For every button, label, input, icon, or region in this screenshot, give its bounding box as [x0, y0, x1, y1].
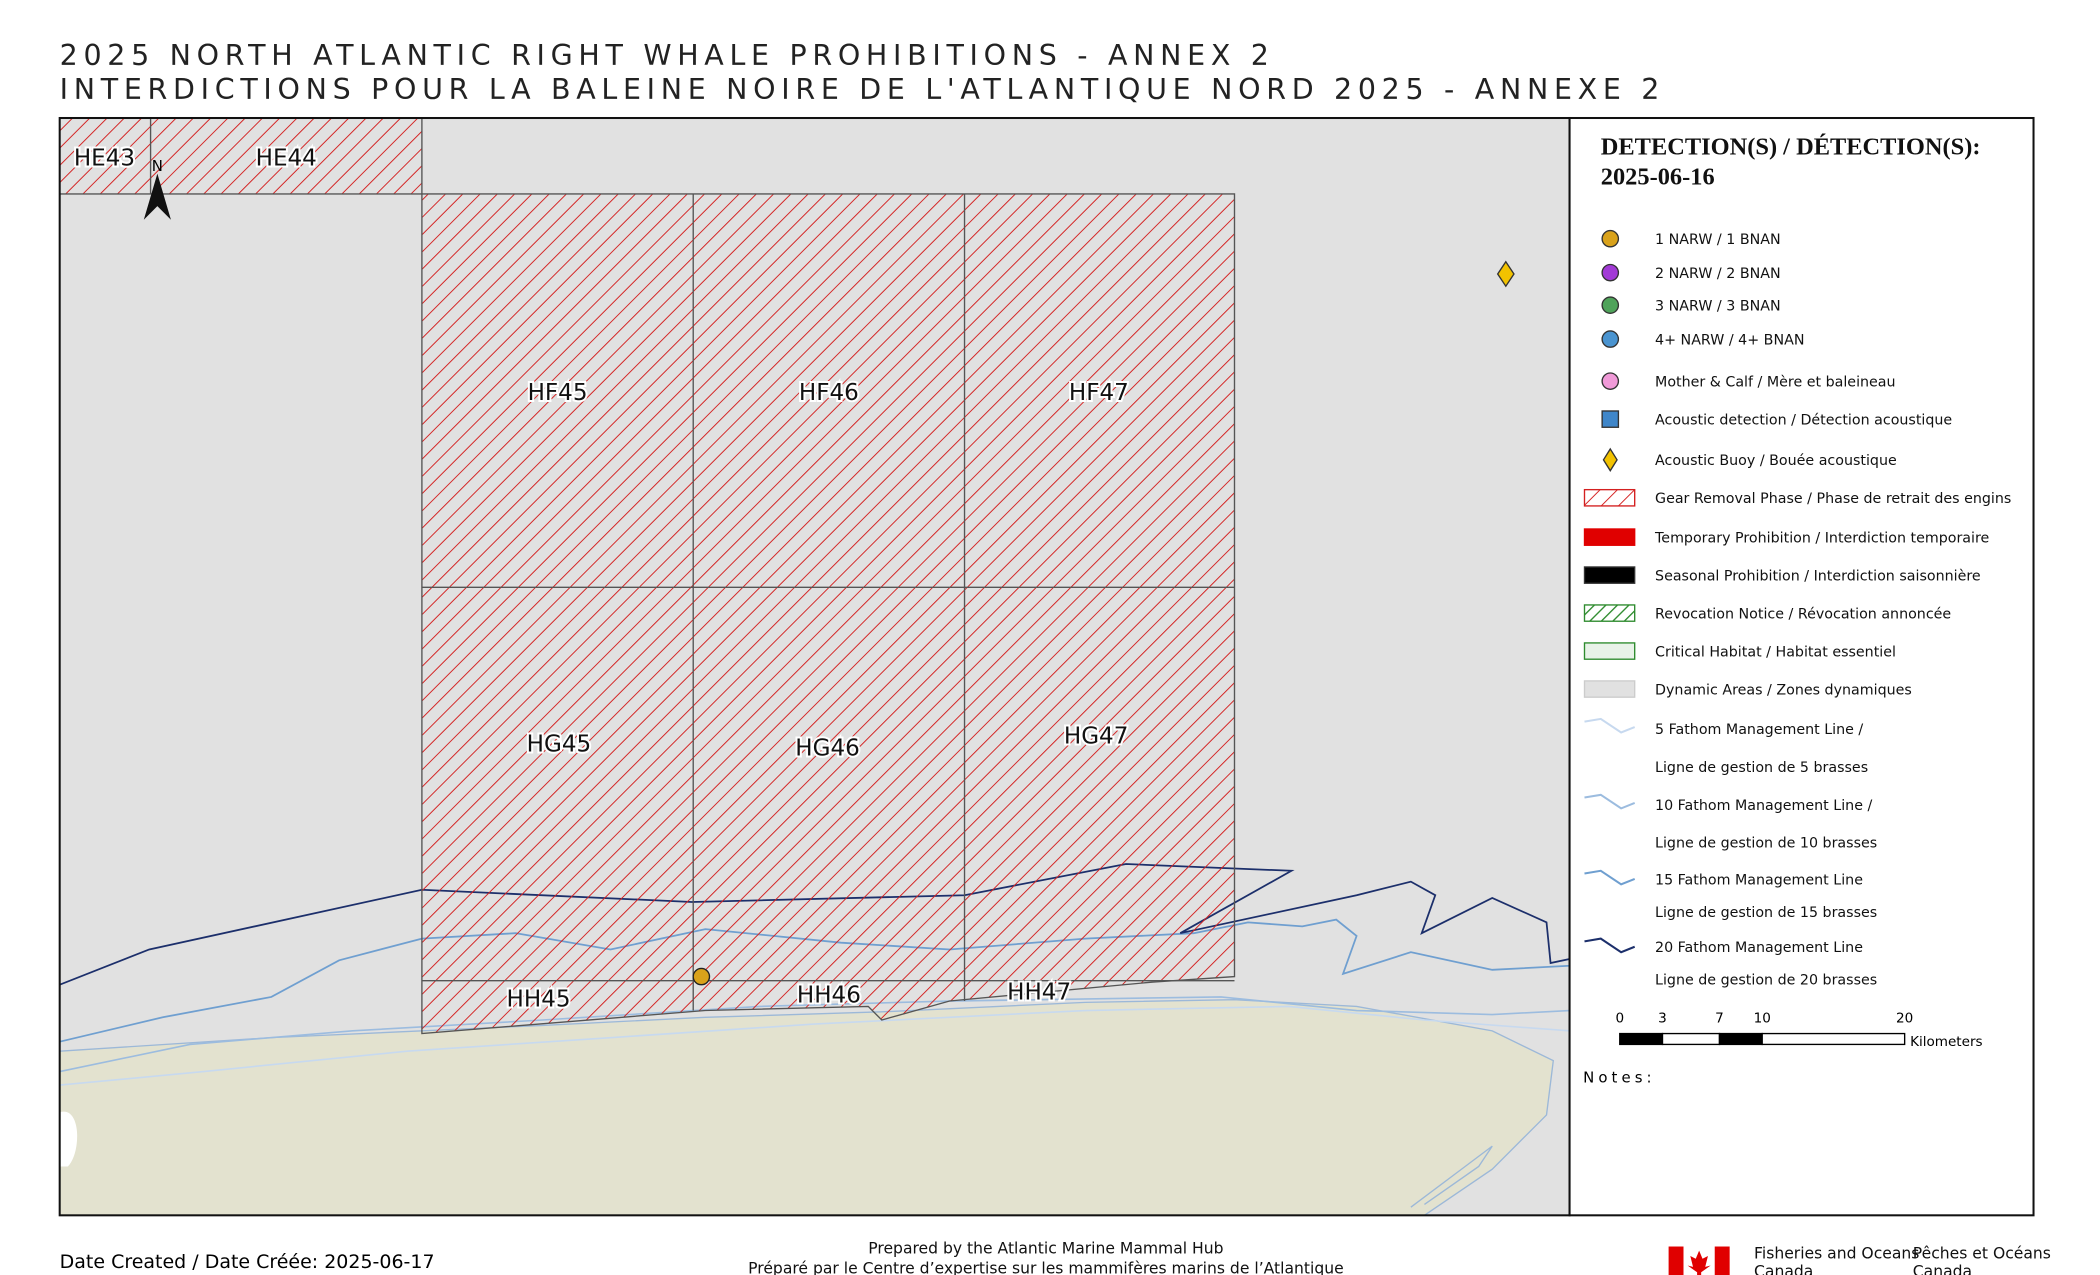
zone-he: [59, 118, 423, 195]
legend-label: Acoustic Buoy / Bouée acoustique: [1655, 453, 1897, 469]
acoustic-buoy[interactable]: [1496, 260, 1515, 288]
scale-segment: [1761, 1032, 1906, 1046]
legend-label: Ligne de gestion de 20 brasses: [1655, 973, 1877, 989]
legend-date: 2025-06-16: [1601, 163, 1715, 190]
grid-label: HH47: [1007, 980, 1071, 1006]
title-en: 2025 NORTH ATLANTIC RIGHT WHALE PROHIBIT…: [60, 39, 1275, 72]
grid-labels: HE43 HE44 HF45 HF46 HF47 HG45 HG46 HG47 HH45 HH46…: [72, 143, 1131, 1014]
grid-label: HF45: [528, 380, 588, 406]
legend-title: DETECTION(S) / DÉTECTION(S):: [1601, 133, 1981, 161]
legend-label: Ligne de gestion de 15 brasses: [1655, 905, 1877, 921]
prepared-en: Prepared by the Atlantic Marine Mammal H…: [868, 1239, 1223, 1257]
legend-label: Mother & Calf / Mère et baleineau: [1655, 375, 1896, 391]
grid-label: HF46: [799, 380, 859, 406]
zone-hf-hh: [421, 193, 1236, 1035]
scale-label: 20: [1896, 1011, 1913, 1027]
grid-label: HF47: [1069, 380, 1129, 406]
title-fr: INTERDICTIONS POUR LA BALEINE NOIRE DE L…: [60, 73, 1665, 106]
legend-label: 4+ NARW / 4+ BNAN: [1655, 333, 1804, 349]
legend-label: Critical Habitat / Habitat essentiel: [1655, 644, 1896, 660]
legend-label: 20 Fathom Management Line: [1655, 940, 1863, 956]
grid-label: HH46: [797, 982, 861, 1008]
legend-panel: [1568, 116, 2035, 1217]
scale-unit: Kilometers: [1910, 1034, 1983, 1050]
scale-segment: [1661, 1032, 1721, 1046]
legend-label: Ligne de gestion de 5 brasses: [1655, 760, 1868, 776]
dfo-en-1: Fisheries and Oceans: [1754, 1245, 1919, 1263]
river: [1410, 1145, 1493, 1208]
detection[interactable]: [692, 967, 711, 986]
scale-label: 0: [1615, 1011, 1624, 1027]
scale-label: 3: [1658, 1011, 1667, 1027]
scale-segment: [1718, 1032, 1763, 1046]
legend-label: 15 Fathom Management Line: [1655, 872, 1863, 888]
date-created: Date Created / Date Créée: 2025-06-17: [60, 1251, 435, 1273]
legend-label: 10 Fathom Management Line /: [1655, 798, 1872, 814]
dfo-fr-2: Canada: [1913, 1262, 1972, 1275]
north-label: N: [152, 157, 163, 175]
north-arrow: [143, 173, 171, 220]
grid-label: HG47: [1064, 723, 1129, 749]
grid-label: HG45: [527, 731, 592, 757]
scale-label: 7: [1715, 1011, 1724, 1027]
grid-label: HE43: [74, 145, 135, 171]
legend-label: Ligne de gestion de 10 brasses: [1655, 836, 1877, 852]
notes: Notes:: [1583, 1068, 1656, 1086]
legend-label: Dynamic Areas / Zones dynamiques: [1655, 682, 1912, 698]
lake: [59, 1111, 78, 1167]
legend-symbols: [1583, 229, 1636, 954]
legend-label: 1 NARW / 1 BNAN: [1655, 232, 1781, 248]
legend-label: Acoustic detection / Détection acoustiqu…: [1655, 413, 1952, 429]
scale-segment: [1619, 1032, 1664, 1046]
prepared-fr: Préparé par le Centre d’expertise sur le…: [748, 1260, 1344, 1275]
legend-label: Seasonal Prohibition / Interdiction sais…: [1655, 569, 1981, 585]
grid-label: HG46: [795, 736, 860, 762]
scale-bar: 0 3 7 10 20: [1615, 1011, 1913, 1046]
legend-label: Gear Removal Phase / Phase de retrait de…: [1655, 491, 2011, 507]
grid-label: HE44: [256, 145, 317, 171]
grid: [421, 193, 1235, 1011]
land: [59, 998, 1555, 1216]
dfo-en-2: Canada: [1754, 1262, 1813, 1275]
legend-label: 3 NARW / 3 BNAN: [1655, 299, 1781, 315]
legend-items: 1 NARW / 1 BNAN 2 NARW / 2 BNAN 3 NARW / 3…: [1654, 232, 2011, 989]
legend-label: 2 NARW / 2 BNAN: [1655, 266, 1781, 282]
legend-label: 5 Fathom Management Line /: [1655, 722, 1863, 738]
grid-label: HH45: [507, 986, 571, 1012]
map: [59, 118, 1570, 1216]
dfo-fr-1: Pêches et Océans: [1913, 1245, 2051, 1263]
canada-flag: [1668, 1246, 1730, 1275]
legend-label: Revocation Notice / Révocation annoncée: [1655, 607, 1951, 623]
scale-label: 10: [1754, 1011, 1771, 1027]
legend-label: Temporary Prohibition / Interdiction tem…: [1654, 531, 1989, 547]
fathom-5-line: [59, 1005, 1570, 1086]
